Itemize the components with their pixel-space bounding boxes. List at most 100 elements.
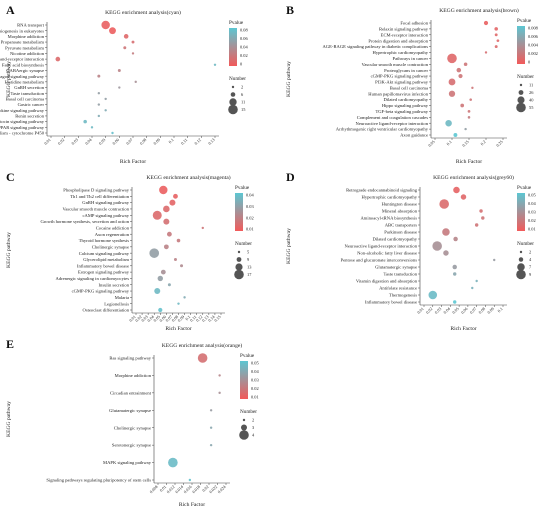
pathway-label: Glycerolipid metabolism [83,257,129,262]
x-tick-label: 0.01 [416,306,425,315]
bubble-point [166,231,172,237]
bubble-point [97,114,101,118]
pvalue-tick-label: 0.02 [251,386,259,391]
y-axis-label: KEGG pathway [286,228,292,264]
pvalue-tick-label: 0.006 [528,34,539,39]
pathway-label: Basal cell carcinoma [390,85,428,90]
size-legend-label: 11 [529,83,533,88]
x-tick-label: 0.012 [166,484,176,494]
pathway-label: Parkinson disease [384,230,417,235]
pathway-label: Phospholipase D signaling pathway [63,188,129,193]
x-tick-label: 0.02 [134,314,143,323]
pathway-label: Ribosome biogenesis in eukaryotes [0,28,44,33]
pathway-label: cGMP-PKG signaling pathway [371,74,429,79]
pathway-label: Protein digestion and absorption [368,38,428,43]
size-legend-point [230,92,236,97]
pathway-label: Legionellosis [104,301,129,306]
bubble-point [471,86,474,90]
bubble-point [176,238,181,243]
bubble-point [493,258,496,262]
bubble-point [213,63,217,66]
size-legend-label: 15 [241,107,246,112]
pathway-label: Pentose and glucuronate interconversions [341,258,418,263]
pathway-label: MAPK signaling pathway [103,460,152,465]
size-legend-point [516,102,526,113]
size-legend-point [517,263,525,271]
bubble-point [452,264,457,270]
pathway-label: Relaxin signaling pathway [379,26,429,31]
x-tick-label: 0.03 [140,314,149,323]
pvalue-tick-label: 0 [528,60,531,65]
pvalue-legend-title: Pvalue [235,185,250,191]
x-tick-label: 0.05 [427,139,436,148]
panel-letter: B [286,3,294,17]
x-tick-label: 0.01 [43,137,52,146]
pvalue-legend-title: Pvalue [517,185,532,191]
x-tick-label: 0.15 [213,314,222,323]
x-tick-label: 0.07 [469,306,478,315]
bubble-point [442,228,450,236]
bubble-point [123,46,127,50]
x-tick-label: 0.15 [461,139,470,148]
bubble-point [209,426,213,429]
pvalue-tick-label: 0.02 [246,215,254,220]
bubble-point [453,186,460,194]
bubble-point [97,103,101,106]
x-tick-label: 0.06 [111,137,120,146]
panel-b: B KEGG enrichment analysis(brown) Focal ad… [286,3,539,165]
x-tick-label: 0.06 [158,314,167,323]
panel-e: E KEGG enrichment analysis(orange) Ras sig… [6,337,259,508]
pathway-label: ABC transporters [385,223,417,228]
size-legend-title: Number [229,76,246,82]
bubble-point [104,109,107,112]
bubble-point [458,73,463,79]
pathway-label: Gastric cancer [18,102,45,107]
pathway-label: Signaling pathways regulating pluripoten… [46,478,151,483]
x-tick-label: 0.1 [167,137,174,144]
size-legend-point [241,424,247,431]
pathway-label: Insulin secretion [99,282,130,287]
bubble-point [159,185,168,195]
pvalue-tick-label: 0 [240,62,243,67]
bubble-point [484,51,488,54]
x-tick-label: 0.01 [128,314,137,323]
pathway-label: Glutamatergic synapse [109,408,151,413]
pathway-label: Oxytocin signaling pathway [0,119,45,124]
bubble-point [97,74,101,78]
size-legend-point [239,430,249,440]
pathway-label: Morphine addiction [8,34,45,39]
x-tick-label: 0.022 [208,484,218,494]
pathway-label: Renin secretion [15,114,44,119]
size-legend-title: Number [517,74,534,80]
pathway-label: Inflammatory bowel disease [77,263,129,268]
x-tick-label: 0.016 [183,484,193,494]
bubble-point [158,307,163,313]
pathway-label: Morphine addiction [115,373,152,378]
x-tick-label: 0.11 [189,314,198,323]
bubble-point [101,20,110,30]
chart-title: KEGG enrichment analysis(brown) [439,7,519,14]
pvalue-tick-label: 0.05 [251,361,259,366]
bubble-point [154,288,161,295]
pathway-label: Cholinergic synapse [114,425,151,430]
bubble-point [209,409,213,412]
pathway-label: Focal adhesion [400,21,428,26]
pathway-label: cAMP signaling pathway [82,213,129,218]
size-legend-point [237,250,241,254]
pathway-label: Dilated cardiomyopathy [372,237,417,242]
bubble-point [474,223,479,227]
panel-letter: C [6,170,15,184]
bubble-point [117,68,121,72]
bubble-point [428,290,438,300]
pvalue-tick-label: 0.01 [246,227,254,232]
panel-letter: E [6,337,14,351]
pvalue-legend-title: Pvalue [240,353,255,359]
bubble-point [157,275,163,282]
bubble-point [460,103,465,108]
pathway-label: Hypertrophic cardiomyopathy [362,195,418,200]
bubble-point [134,80,137,84]
pathway-label: Glucagon signaling pathway [0,74,45,79]
pathway-label: Growth hormone synthesis, secretion and … [40,219,129,225]
pvalue-tick-label: 0.03 [246,204,254,209]
